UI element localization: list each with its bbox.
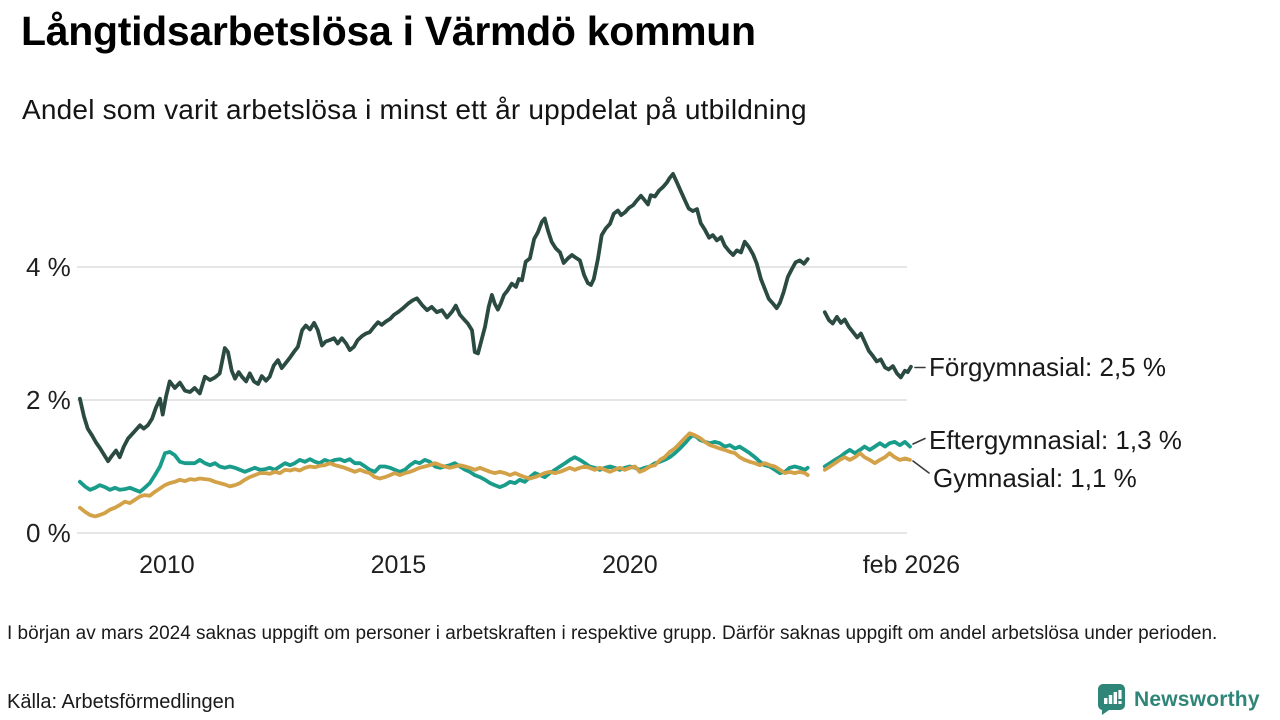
newsworthy-logo-icon — [1097, 683, 1127, 716]
series-end-label-forgymnasial: Förgymnasial: 2,5 % — [929, 352, 1166, 382]
newsworthy-brand: Newsworthy — [1097, 683, 1260, 716]
series-end-label-eftergymnasial: Eftergymnasial: 1,3 % — [929, 425, 1182, 455]
page-subtitle: Andel som varit arbetslösa i minst ett å… — [22, 94, 807, 125]
x-tick-label: 2020 — [602, 551, 658, 579]
y-tick-label: 2 % — [26, 385, 71, 415]
source-text: Källa: Arbetsförmedlingen — [7, 691, 235, 713]
series-end-label-gymnasial: Gymnasial: 1,1 % — [933, 463, 1137, 493]
x-tick-label: 2010 — [139, 551, 195, 579]
newsworthy-wordmark: Newsworthy — [1134, 687, 1260, 711]
footnote-text: I början av mars 2024 saknas uppgift om … — [7, 623, 1218, 644]
x-tick-label: feb 2026 — [862, 551, 961, 579]
y-tick-label: 4 % — [26, 252, 71, 282]
y-tick-label: 0 % — [26, 518, 71, 548]
x-tick-label: 2015 — [370, 551, 427, 579]
page-title: Långtidsarbetslösa i Värmdö kommun — [21, 8, 756, 54]
